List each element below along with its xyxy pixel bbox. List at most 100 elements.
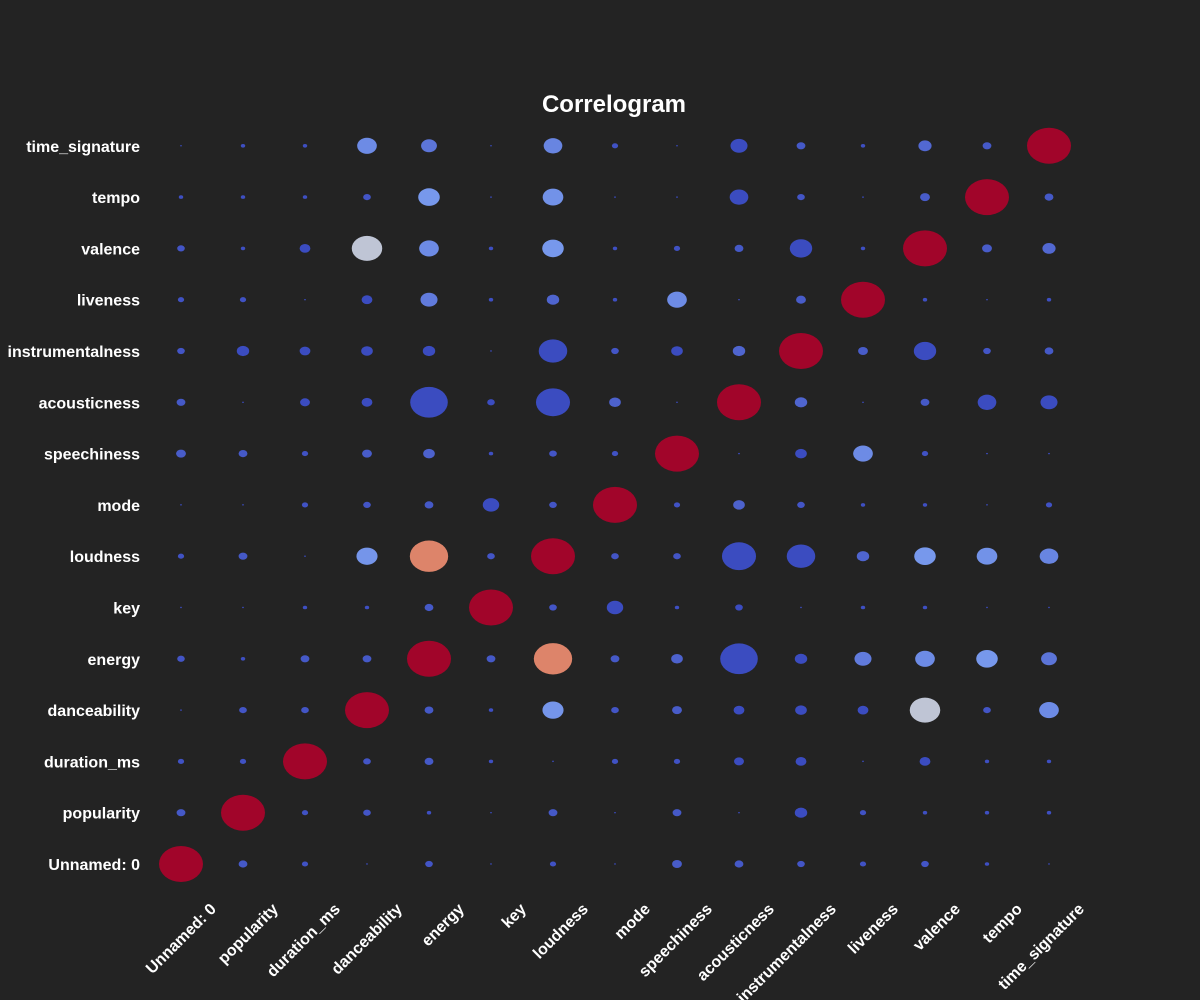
corr-mark-tempo-vs-loudness (542, 188, 564, 206)
corr-mark-loudness-vs-duration-ms (304, 555, 306, 557)
corr-mark-key-vs-duration-ms (302, 605, 308, 610)
corr-mark-loudness-vs-tempo (976, 547, 998, 565)
corr-mark-mode-vs-acousticness (733, 500, 745, 510)
corr-mark-mode-vs-loudness (549, 501, 557, 509)
corr-mark-popularity-vs-valence (922, 810, 928, 815)
corr-mark-unnamed-0-vs-acousticness (734, 860, 744, 868)
corr-mark-energy-vs-duration-ms (300, 655, 310, 663)
corr-mark-unnamed-0-vs-danceability (366, 863, 368, 865)
corr-mark-liveness-vs-instrumentalness (796, 295, 806, 304)
corr-mark-instrumentalness-vs-acousticness (732, 345, 746, 357)
corr-mark-key-vs-popularity (242, 606, 244, 609)
corr-mark-popularity-vs-duration-ms (301, 810, 309, 816)
corr-mark-loudness-vs-unnamed-0 (177, 553, 185, 559)
corr-mark-instrumentalness-vs-danceability (361, 346, 373, 356)
corr-mark-liveness-vs-time-signature (1046, 297, 1052, 302)
corr-mark-time-signature-vs-loudness (543, 138, 563, 154)
corr-mark-loudness-vs-key (487, 553, 495, 560)
corr-mark-time-signature-vs-tempo (982, 142, 992, 150)
corr-mark-duration-ms-vs-time-signature (1046, 759, 1052, 764)
corr-mark-valence-vs-mode (612, 246, 618, 251)
corr-mark-time-signature-vs-unnamed-0 (180, 145, 182, 147)
corr-mark-energy-vs-valence (915, 650, 935, 667)
y-tick-label: valence (81, 241, 140, 258)
corr-mark-tempo-vs-duration-ms (302, 195, 308, 199)
corr-mark-popularity-vs-mode (614, 811, 616, 814)
corr-mark-energy-vs-liveness (854, 651, 872, 666)
corr-mark-mode-vs-energy (424, 501, 434, 509)
corr-mark-duration-ms-vs-liveness (862, 760, 864, 763)
corr-mark-danceability-vs-speechiness (672, 706, 682, 715)
corr-mark-instrumentalness-vs-mode (611, 347, 619, 355)
corr-mark-danceability-vs-unnamed-0 (180, 709, 182, 711)
corr-mark-valence-vs-speechiness (673, 245, 681, 251)
corr-mark-unnamed-0-vs-key (490, 863, 492, 865)
corr-mark-tempo-vs-key (490, 196, 492, 198)
y-tick-label: acousticness (39, 395, 140, 412)
corr-mark-liveness-vs-liveness (841, 281, 885, 318)
corr-mark-popularity-vs-danceability (363, 809, 371, 816)
corr-mark-key-vs-loudness (549, 604, 557, 611)
corr-mark-duration-ms-vs-energy (424, 757, 434, 766)
corr-mark-key-vs-energy (424, 603, 434, 612)
corr-mark-loudness-vs-instrumentalness (786, 544, 816, 568)
y-tick-label: key (113, 601, 140, 618)
corr-mark-speechiness-vs-danceability (362, 449, 372, 458)
corr-mark-time-signature-vs-valence (918, 140, 932, 152)
corr-mark-loudness-vs-valence (914, 547, 936, 566)
x-tick-label: key (499, 901, 530, 932)
corr-mark-mode-vs-valence (922, 503, 928, 507)
corr-mark-time-signature-vs-duration-ms (302, 144, 308, 148)
corr-mark-speechiness-vs-time-signature (1048, 452, 1050, 455)
corr-mark-speechiness-vs-key (488, 451, 494, 456)
corr-mark-valence-vs-tempo (982, 244, 992, 253)
corr-mark-acousticness-vs-liveness (862, 401, 864, 404)
y-tick-label: loudness (70, 549, 140, 566)
y-tick-labels: Unnamed: 0 popularity duration_ms danceabil… (8, 139, 141, 874)
corr-mark-tempo-vs-acousticness (729, 189, 749, 205)
corr-mark-popularity-vs-key (490, 811, 492, 814)
corr-mark-unnamed-0-vs-mode (614, 863, 616, 865)
corr-mark-unnamed-0-vs-energy (425, 860, 433, 868)
y-tick-label: tempo (92, 190, 140, 207)
corr-mark-popularity-vs-unnamed-0 (176, 809, 186, 817)
corr-mark-popularity-vs-acousticness (738, 811, 740, 814)
corr-mark-duration-ms-vs-danceability (363, 758, 371, 765)
corr-mark-energy-vs-danceability (362, 655, 372, 663)
corr-mark-danceability-vs-time-signature (1039, 702, 1059, 719)
corr-mark-energy-vs-time-signature (1041, 652, 1057, 666)
y-tick-label: instrumentalness (8, 344, 141, 361)
corr-mark-loudness-vs-time-signature (1039, 548, 1059, 564)
corr-mark-loudness-vs-mode (611, 553, 619, 560)
corr-mark-liveness-vs-energy (420, 292, 438, 307)
corr-mark-tempo-vs-popularity (240, 195, 246, 199)
y-tick-label: time_signature (26, 139, 140, 156)
corr-mark-tempo-vs-valence (920, 193, 930, 202)
corr-mark-acousticness-vs-energy (410, 386, 448, 418)
corr-mark-key-vs-speechiness (674, 605, 680, 610)
x-tick-label: popularity (215, 901, 282, 968)
corr-mark-energy-vs-instrumentalness (794, 653, 808, 664)
y-tick-label: duration_ms (44, 754, 140, 771)
corr-mark-key-vs-danceability (364, 605, 370, 610)
corr-mark-instrumentalness-vs-valence (913, 341, 937, 361)
corr-mark-time-signature-vs-acousticness (730, 138, 748, 153)
corr-mark-popularity-vs-tempo (984, 810, 990, 815)
corr-mark-speechiness-vs-instrumentalness (795, 448, 807, 459)
corr-mark-speechiness-vs-acousticness (738, 452, 740, 455)
corr-mark-popularity-vs-speechiness (672, 809, 682, 817)
corr-mark-duration-ms-vs-tempo (984, 759, 990, 764)
corr-mark-danceability-vs-loudness (542, 701, 564, 719)
corr-mark-mode-vs-unnamed-0 (180, 504, 182, 506)
y-tick-label: danceability (48, 703, 141, 720)
corr-mark-time-signature-vs-liveness (860, 144, 866, 148)
corr-mark-danceability-vs-instrumentalness (795, 705, 807, 715)
corr-mark-valence-vs-acousticness (734, 244, 744, 252)
corr-mark-energy-vs-tempo (976, 649, 998, 668)
corr-mark-unnamed-0-vs-liveness (859, 861, 867, 867)
corr-mark-danceability-vs-mode (611, 706, 619, 714)
corr-mark-tempo-vs-danceability (363, 193, 371, 201)
corr-mark-loudness-vs-liveness (856, 551, 870, 562)
corr-mark-acousticness-vs-loudness (535, 388, 571, 417)
corr-mark-tempo-vs-time-signature (1044, 193, 1054, 201)
